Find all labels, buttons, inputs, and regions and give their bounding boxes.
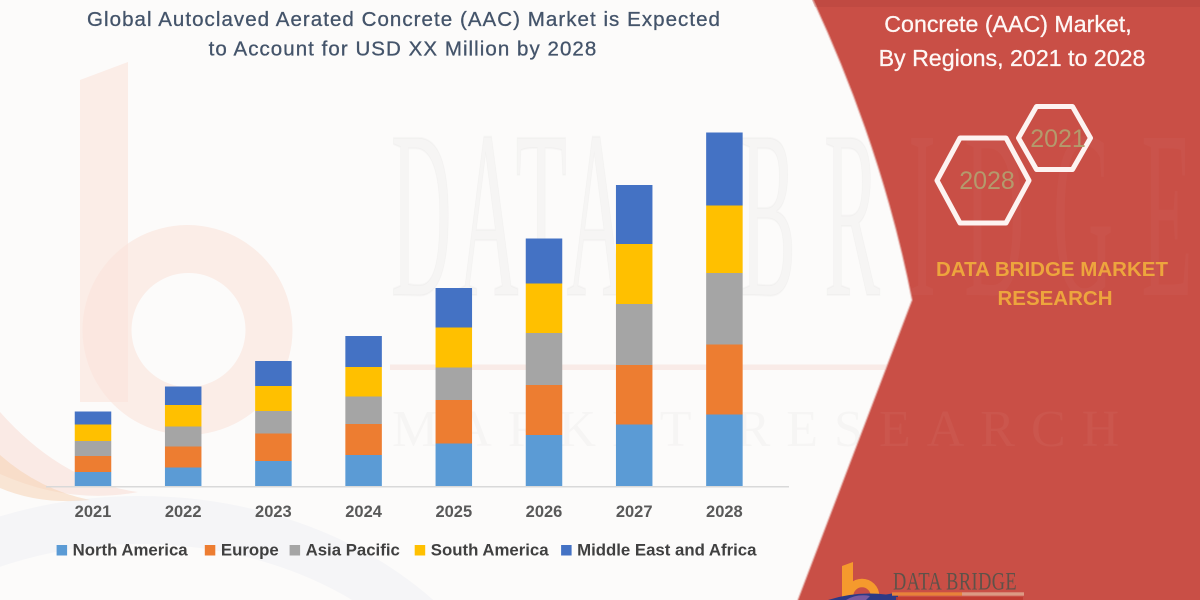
svg-text:By Regions, 2021 to 2028: By Regions, 2021 to 2028	[879, 45, 1146, 71]
svg-text:Concrete (AAC) Market,: Concrete (AAC) Market,	[884, 11, 1131, 37]
svg-text:2026: 2026	[526, 503, 563, 521]
svg-text:to Account for USD XX Million: to Account for USD XX Million by 2028	[209, 38, 598, 61]
svg-text:2024: 2024	[345, 503, 383, 521]
svg-text:South America: South America	[431, 541, 549, 560]
svg-text:2021: 2021	[1030, 125, 1086, 153]
svg-text:2023: 2023	[255, 503, 292, 521]
svg-text:2022: 2022	[165, 503, 202, 521]
svg-text:DATA: DATA	[391, 81, 633, 347]
svg-text:2025: 2025	[435, 503, 472, 521]
svg-text:2028: 2028	[706, 503, 743, 521]
svg-text:Middle East and Africa: Middle East and Africa	[577, 541, 757, 560]
svg-text:2021: 2021	[75, 503, 112, 521]
svg-text:2027: 2027	[616, 503, 653, 521]
svg-text:Asia Pacific: Asia Pacific	[306, 541, 400, 560]
svg-text:2028: 2028	[959, 167, 1015, 195]
svg-text:RESEARCH: RESEARCH	[997, 287, 1112, 310]
svg-text:DATA BRIDGE MARKET: DATA BRIDGE MARKET	[936, 258, 1168, 281]
svg-text:Global Autoclaved Aerated Conc: Global Autoclaved Aerated Concrete (AAC)…	[87, 8, 721, 31]
svg-text:DATA BRIDGE: DATA BRIDGE	[893, 567, 1017, 596]
svg-text:North America: North America	[73, 541, 189, 560]
svg-text:Europe: Europe	[221, 541, 279, 560]
